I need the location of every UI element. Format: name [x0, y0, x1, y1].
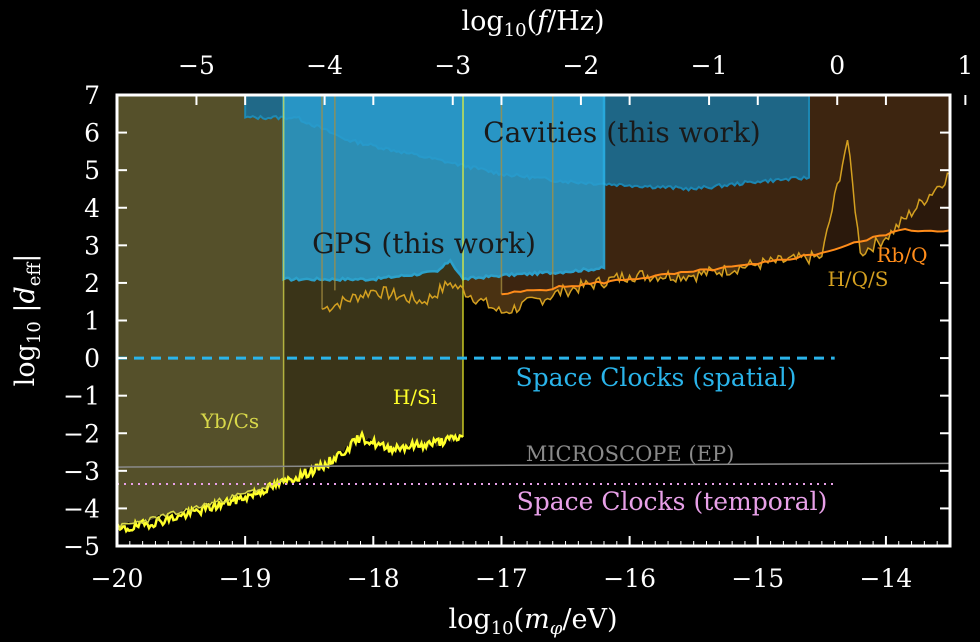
space-clocks-spatial-label: Space Clocks (spatial): [515, 363, 796, 392]
y-tick-label: −1: [63, 382, 100, 411]
microscope-line: [117, 462, 950, 468]
y-tick-label: 0: [84, 344, 100, 373]
ybcs-region: [117, 95, 284, 528]
top-tick-label: −4: [306, 51, 343, 80]
axis-ticks: [116, 94, 967, 547]
y-tick-label: −2: [63, 419, 100, 448]
hsi-line: [117, 429, 464, 534]
top-tick-label: −5: [178, 51, 215, 80]
y-tick-label: −4: [63, 494, 100, 523]
x-tick-label: −15: [731, 564, 784, 593]
x-axis-label-top: log10(f/Hz): [461, 6, 604, 41]
hsi-label: H/Si: [393, 385, 437, 409]
annotations: −20 −19 −18 −17 −16 −15 −14−5−4−3−2−101234567−…: [10, 6, 973, 639]
space-clocks-temporal-label: Space Clocks (temporal): [517, 487, 828, 516]
x-tick-label: −19: [219, 564, 272, 593]
x-tick-label: −16: [603, 564, 656, 593]
hqs-label: H/Q/S: [827, 267, 888, 291]
cavities-label: Cavities (this work): [483, 116, 760, 149]
top-tick-label: −2: [562, 51, 599, 80]
y-tick-label: 7: [84, 81, 100, 110]
top-tick-label: −1: [691, 51, 728, 80]
y-tick-label: 1: [84, 307, 100, 336]
top-tick-label: 1: [957, 51, 973, 80]
ybcs-line: [117, 479, 284, 530]
y-tick-label: 3: [84, 231, 100, 260]
x-tick-label: −17: [475, 564, 528, 593]
ybcs-label: Yb/Cs: [200, 409, 259, 433]
x-tick-label: −18: [347, 564, 400, 593]
gps-label: GPS (this work): [312, 227, 536, 260]
y-tick-label: −5: [63, 532, 100, 561]
exclusion-regions: [117, 95, 950, 528]
y-tick-label: −3: [63, 457, 100, 486]
top-tick-label: 0: [829, 51, 845, 80]
x-tick-label: −14: [860, 564, 913, 593]
y-tick-label: 4: [84, 194, 100, 223]
rbq-label: Rb/Q: [877, 243, 928, 267]
microscope-label: MICROSCOPE (EP): [526, 442, 735, 466]
y-tick-label: 2: [84, 269, 100, 298]
x-tick-label: −20: [91, 564, 144, 593]
gps-region: [282, 95, 606, 283]
series-lines: [117, 95, 950, 534]
x-axis-label-bottom: log10(mφ/eV): [449, 604, 618, 639]
rbq-line: [501, 227, 950, 296]
y-tick-label: 5: [84, 156, 100, 185]
top-tick-label: −3: [434, 51, 471, 80]
y-tick-label: 6: [84, 119, 100, 148]
